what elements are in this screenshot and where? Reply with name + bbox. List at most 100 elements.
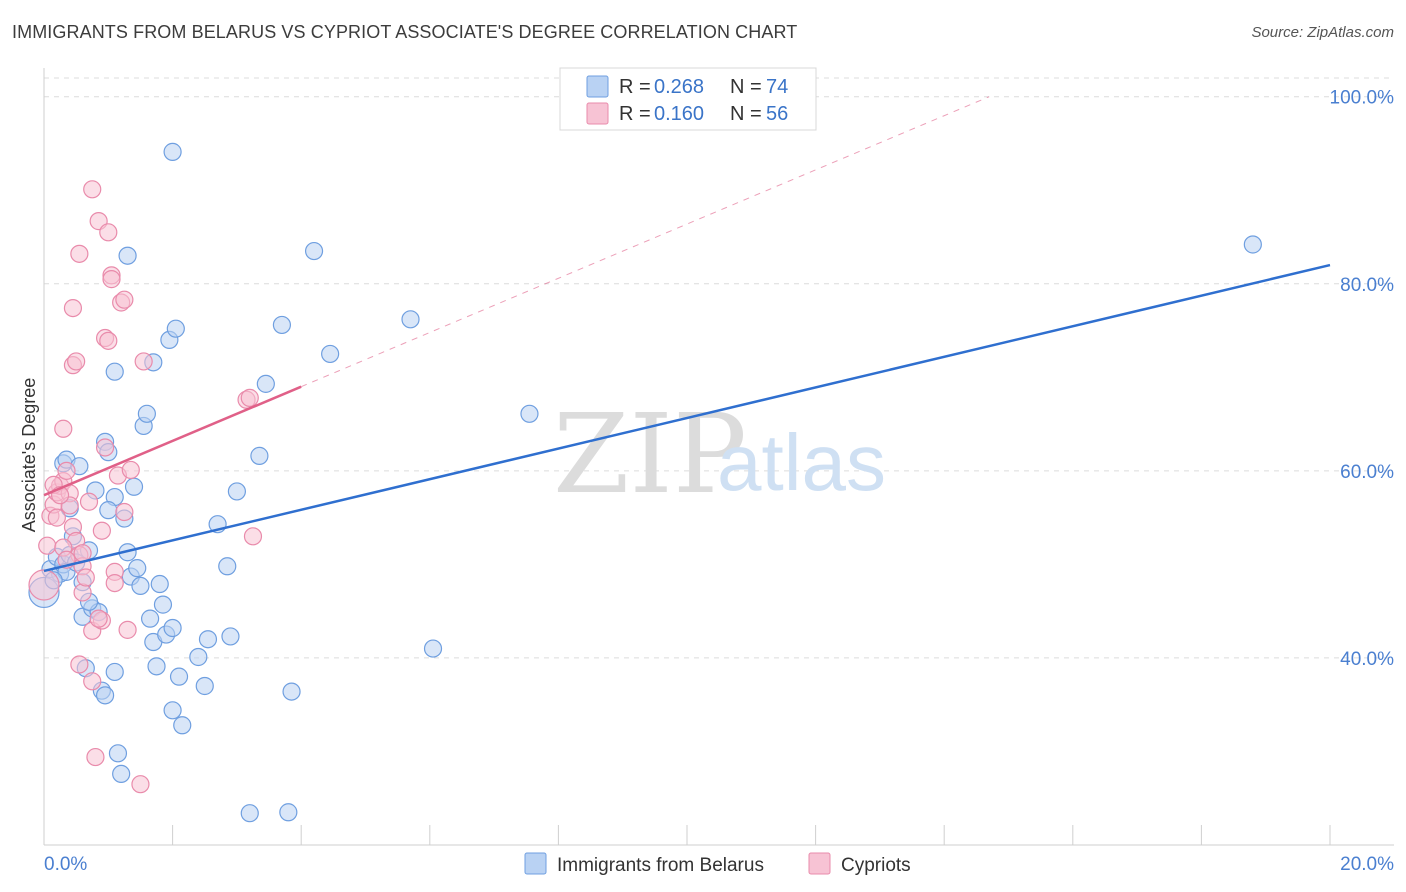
belarus-point-40 bbox=[163, 701, 182, 720]
belarus-point-26 bbox=[118, 246, 137, 265]
belarus-point-43 bbox=[166, 319, 185, 338]
cypriots-point-0 bbox=[28, 569, 60, 601]
belarus-point-56 bbox=[282, 682, 301, 701]
belarus-point-73 bbox=[128, 559, 147, 578]
legend-n-label-blue: N = bbox=[730, 76, 762, 98]
watermark-atlas: atlas bbox=[717, 418, 886, 507]
cypriots-point-54 bbox=[89, 609, 108, 628]
cypriots-trend-line bbox=[43, 385, 302, 497]
belarus-point-60 bbox=[423, 639, 443, 658]
legend-r-value-pink: 0.160 bbox=[654, 103, 704, 125]
bottom-legend-label-pink: Cypriots bbox=[841, 855, 911, 876]
cypriots-point-43 bbox=[134, 352, 153, 371]
cypriots-point-8 bbox=[54, 419, 73, 438]
cypriots-point-25 bbox=[86, 747, 105, 767]
axes-layer bbox=[43, 68, 1394, 846]
legend-n-label-pink: N = bbox=[730, 103, 762, 125]
cypriots-point-27 bbox=[92, 521, 111, 540]
cypriots-point-42 bbox=[131, 775, 150, 794]
cypriots-trend-extension bbox=[301, 96, 990, 388]
cypriots-point-16 bbox=[70, 244, 89, 263]
belarus-point-18 bbox=[95, 686, 115, 705]
bottom-legend: Immigrants from Belarus Cypriots bbox=[524, 852, 911, 876]
legend-n-value-pink: 56 bbox=[766, 103, 788, 125]
belarus-point-32 bbox=[137, 404, 156, 423]
y-tick-labels: 40.0% 60.0% 80.0% 100.0% bbox=[1330, 88, 1395, 670]
belarus-point-62 bbox=[1243, 235, 1262, 254]
belarus-point-30 bbox=[131, 576, 150, 596]
belarus-point-20 bbox=[108, 744, 128, 763]
cypriots-point-45 bbox=[240, 388, 259, 407]
belarus-point-29 bbox=[124, 477, 144, 496]
belarus-point-36 bbox=[147, 657, 166, 676]
belarus-point-64 bbox=[240, 804, 259, 823]
belarus-point-38 bbox=[153, 595, 173, 614]
legend-swatch-blue bbox=[586, 75, 609, 98]
source-label: Source: ZipAtlas.com bbox=[1251, 24, 1394, 41]
cypriots-point-31 bbox=[99, 331, 118, 350]
belarus-point-19 bbox=[105, 662, 124, 682]
belarus-point-25 bbox=[105, 362, 124, 381]
y-tick-label-60: 60.0% bbox=[1340, 462, 1394, 483]
cypriots-point-39 bbox=[115, 502, 134, 522]
legend-r-label-pink: R = bbox=[619, 103, 651, 125]
cypriots-point-1 bbox=[38, 536, 57, 555]
cypriots-point-23 bbox=[83, 672, 102, 691]
trend-lines bbox=[43, 96, 1331, 573]
y-axis-label: Associate's Degree bbox=[19, 378, 39, 533]
belarus-point-59 bbox=[401, 310, 420, 329]
x-tick-right: 20.0% bbox=[1340, 854, 1394, 875]
belarus-point-53 bbox=[250, 446, 269, 465]
cypriots-point-18 bbox=[70, 655, 89, 674]
belarus-point-65 bbox=[279, 803, 298, 822]
cypriots-point-38 bbox=[115, 290, 134, 309]
series-belarus-points bbox=[28, 142, 1262, 823]
belarus-point-45 bbox=[173, 716, 192, 735]
belarus-point-41 bbox=[163, 618, 182, 638]
series-cypriots-points bbox=[28, 180, 263, 794]
cypriots-point-17 bbox=[63, 299, 83, 318]
chart-title: IMMIGRANTS FROM BELARUS VS CYPRIOT ASSOC… bbox=[12, 22, 798, 42]
bottom-legend-swatch-pink bbox=[808, 852, 831, 875]
y-tick-label-100: 100.0% bbox=[1330, 88, 1395, 109]
cypriots-point-46 bbox=[243, 527, 263, 546]
cypriots-point-34 bbox=[102, 270, 121, 289]
cypriots-point-47 bbox=[47, 508, 66, 527]
belarus-point-66 bbox=[99, 501, 118, 520]
belarus-point-48 bbox=[198, 630, 218, 649]
belarus-point-57 bbox=[304, 241, 324, 261]
y-tick-label-40: 40.0% bbox=[1340, 649, 1394, 670]
legend-n-value-blue: 74 bbox=[766, 76, 788, 98]
grid-layer bbox=[44, 77, 1394, 659]
cypriots-point-7 bbox=[57, 461, 76, 480]
bottom-legend-label-blue: Immigrants from Belarus bbox=[557, 855, 764, 876]
cypriots-point-22 bbox=[83, 180, 102, 199]
belarus-point-21 bbox=[112, 764, 131, 784]
bottom-legend-swatch-blue bbox=[524, 852, 547, 875]
belarus-point-63 bbox=[163, 142, 182, 161]
belarus-point-34 bbox=[140, 609, 160, 628]
belarus-point-52 bbox=[227, 482, 246, 501]
legend-r-value-blue: 0.268 bbox=[654, 76, 704, 98]
y-tick-label-80: 80.0% bbox=[1340, 275, 1394, 296]
cypriots-point-29 bbox=[95, 438, 115, 457]
legend-swatch-pink bbox=[586, 102, 609, 125]
belarus-point-61 bbox=[520, 404, 539, 423]
legend-box: R = 0.268 N = 74 R = 0.160 N = 56 bbox=[559, 67, 817, 131]
cypriots-point-19 bbox=[73, 583, 92, 602]
belarus-point-47 bbox=[195, 676, 214, 696]
x-tick-left: 0.0% bbox=[44, 854, 87, 875]
belarus-point-44 bbox=[169, 667, 189, 686]
cypriots-point-55 bbox=[105, 573, 124, 593]
belarus-trend-line bbox=[43, 263, 1331, 573]
belarus-point-37 bbox=[150, 574, 169, 594]
belarus-point-51 bbox=[221, 627, 240, 646]
watermark: ZIP atlas bbox=[553, 390, 886, 518]
cypriots-point-20 bbox=[76, 568, 95, 587]
belarus-point-46 bbox=[189, 647, 208, 667]
belarus-point-50 bbox=[218, 557, 237, 576]
belarus-point-54 bbox=[256, 374, 275, 393]
cypriots-point-32 bbox=[99, 223, 118, 242]
cypriots-point-15 bbox=[67, 352, 86, 371]
